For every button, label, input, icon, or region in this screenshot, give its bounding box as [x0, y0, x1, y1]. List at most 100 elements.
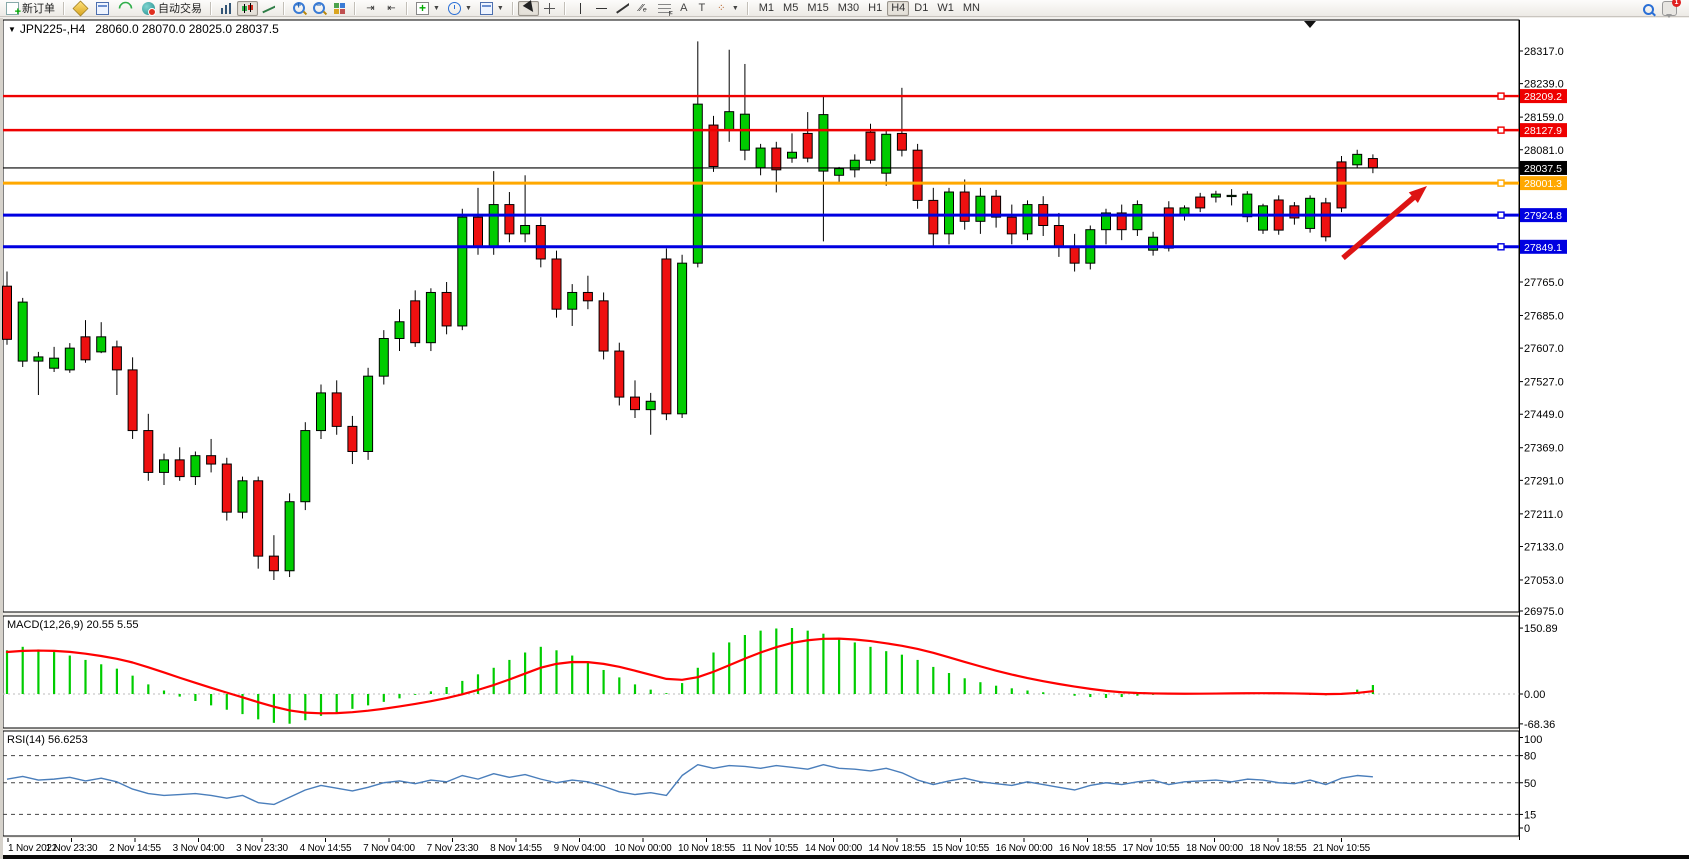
arrows-button[interactable]: ⁘ ▼ [711, 1, 743, 16]
search-icon [1643, 3, 1654, 15]
main-chart-panel[interactable] [2, 19, 1520, 613]
trendline-button[interactable] [612, 1, 633, 16]
time-axis-label[interactable]: 14 Nov 18:55 [868, 843, 926, 854]
zoom-in-button[interactable] [289, 0, 309, 16]
time-axis-label[interactable]: 1 Nov 2022 [8, 843, 58, 854]
symbol-dropdown-icon[interactable]: ▼ [8, 25, 16, 34]
horizontal-line-icon [594, 1, 608, 15]
candle-bullish [724, 111, 735, 131]
time-axis-label[interactable]: 9 Nov 04:00 [554, 843, 607, 854]
candle-bearish [1320, 202, 1331, 238]
time-axis-label[interactable]: 11 Nov 10:55 [742, 843, 799, 854]
time-axis-label[interactable]: 2 Nov 14:55 [109, 843, 162, 854]
timeframe-mn-button[interactable]: MN [959, 1, 984, 16]
chart-canvas[interactable]: 28317.0 28239.0 28159.0 28081.0 27765.0 27685… [0, 18, 1689, 859]
time-axis-label[interactable]: 7 Nov 04:00 [363, 843, 416, 854]
cursor-button[interactable] [517, 0, 539, 16]
rsi-indicator-label: RSI(14) 56.6253 [7, 734, 88, 746]
time-axis-label[interactable]: 14 Nov 00:00 [805, 843, 863, 854]
bar-chart-mode-button[interactable] [216, 1, 237, 16]
time-axis-label[interactable]: 10 Nov 18:55 [678, 843, 736, 854]
candlestick-mode-button[interactable] [237, 0, 258, 16]
chart-shift-button[interactable]: ⇤ [381, 1, 402, 16]
new-order-button[interactable]: 新订单 [2, 1, 59, 18]
arrow-annotation-head[interactable] [1408, 186, 1427, 204]
window-bottom-edge [0, 855, 1689, 859]
chart-shift-icon: ⇤ [387, 2, 396, 14]
timeframe-m1-button[interactable]: M1 [755, 1, 778, 16]
tile-windows-button[interactable] [329, 1, 350, 16]
zoom-out-icon [313, 0, 325, 14]
time-axis-label[interactable]: 3 Nov 23:30 [236, 843, 289, 854]
market-watch-button[interactable] [69, 0, 92, 16]
timeframe-d1-button[interactable]: D1 [910, 1, 932, 16]
periods-button[interactable]: ▼ [444, 1, 476, 16]
channel-button[interactable]: ⁄⁄ₑ [633, 1, 654, 16]
time-axis-label[interactable]: 3 Nov 04:00 [173, 843, 226, 854]
dropdown-caret-icon: ▼ [731, 4, 739, 12]
candle-bearish [253, 480, 264, 557]
time-axis-label[interactable]: 1 Nov 23:30 [46, 843, 99, 854]
candle-bullish [96, 336, 107, 353]
candle-bearish [1069, 245, 1080, 264]
line-handle[interactable] [1497, 126, 1505, 134]
time-axis-label[interactable]: 7 Nov 23:30 [427, 843, 480, 854]
zoom-out-button[interactable] [309, 0, 329, 16]
crosshair-icon [542, 1, 556, 15]
candle-bearish [928, 199, 939, 235]
time-axis-label[interactable]: 4 Nov 14:55 [300, 843, 353, 854]
templates-button[interactable]: ▼ [476, 1, 508, 16]
candle-bullish [1022, 204, 1033, 235]
channel-icon: ⁄⁄ₑ [639, 2, 647, 14]
time-axis-label[interactable]: 17 Nov 10:55 [1122, 843, 1180, 854]
time-axis-label[interactable]: 16 Nov 18:55 [1059, 843, 1117, 854]
add-indicator-icon [416, 1, 429, 15]
line-handle[interactable] [1497, 92, 1505, 100]
chart-window-button[interactable] [92, 1, 113, 16]
price-badge [1520, 176, 1567, 191]
candle-bearish [221, 463, 232, 513]
chart-shift-marker-icon[interactable] [1304, 21, 1316, 28]
crosshair-button[interactable] [539, 1, 560, 16]
time-axis-label[interactable]: 15 Nov 10:55 [932, 843, 990, 854]
line-chart-mode-button[interactable] [258, 1, 279, 16]
timeframe-h1-button[interactable]: H1 [864, 1, 886, 16]
timeframe-m30-button[interactable]: M30 [834, 1, 863, 16]
signals-button[interactable] [113, 0, 138, 18]
search-button[interactable] [1639, 1, 1658, 16]
toolbar-separator [511, 1, 514, 15]
time-axis-label[interactable]: 18 Nov 18:55 [1249, 843, 1307, 854]
timeframe-m5-button[interactable]: M5 [779, 1, 802, 16]
line-handle[interactable] [1497, 211, 1505, 219]
rsi-line [6, 763, 1373, 806]
auto-scroll-button[interactable]: ⇥ [360, 1, 381, 16]
time-axis-label[interactable]: 10 Nov 00:00 [614, 843, 672, 854]
time-axis-label[interactable]: 18 Nov 00:00 [1186, 843, 1244, 854]
time-axis-label[interactable]: 21 Nov 10:55 [1313, 843, 1371, 854]
timeframe-h4-button[interactable]: H4 [887, 0, 910, 16]
chart-window-icon [96, 1, 109, 15]
candle-bullish [190, 455, 201, 478]
timeframe-m15-button[interactable]: M15 [803, 1, 832, 16]
line-handle[interactable] [1497, 179, 1505, 187]
arrow-annotation[interactable] [1341, 193, 1419, 261]
timeframe-w1-button[interactable]: W1 [933, 1, 958, 16]
candle-bearish [331, 392, 342, 427]
candle-bearish [1116, 212, 1127, 231]
line-handle[interactable] [1497, 243, 1505, 251]
time-axis-label[interactable]: 8 Nov 14:55 [490, 843, 543, 854]
auto-trading-button[interactable]: 自动交易 [138, 1, 206, 16]
cursor-icon [522, 2, 535, 15]
indicators-button[interactable]: ▼ [412, 1, 444, 16]
horizontal-line-button[interactable] [591, 1, 612, 16]
community-button[interactable]: 1 [1658, 0, 1681, 18]
text-label-button[interactable]: T [693, 1, 711, 16]
toolbar: 新订单 自动交易 ⇥ ⇤ ▼ ▼ ▼ ⁄⁄ₑ A T ⁘▼ M1 M5 M15 … [0, 0, 1689, 18]
vertical-line-button[interactable] [570, 1, 591, 16]
text-button[interactable]: A [675, 1, 693, 16]
time-axis-label[interactable]: 16 Nov 00:00 [995, 843, 1053, 854]
fibonacci-button[interactable] [654, 1, 675, 18]
candle-bullish [818, 114, 829, 172]
candle-bullish [1242, 193, 1253, 218]
